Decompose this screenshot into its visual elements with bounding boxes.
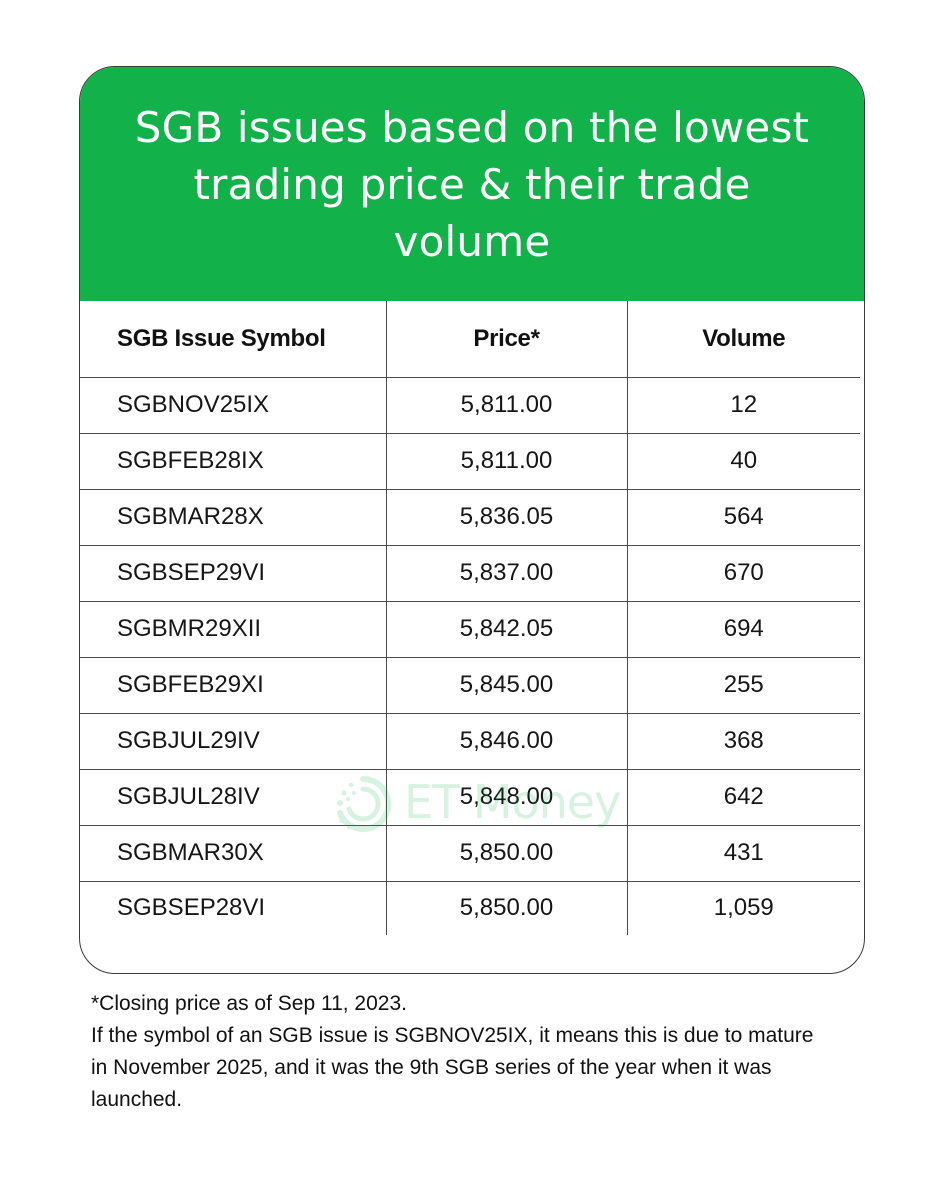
- cell-volume: 1,059: [713, 894, 774, 922]
- cell-price: 5,845.00: [385, 657, 628, 714]
- cell-symbol: SGBSEP28VI: [117, 894, 266, 922]
- card-title: SGB issues based on the lowest trading p…: [134, 102, 810, 266]
- cell-price: 5,811.00: [385, 433, 628, 490]
- cell-volume: 431: [627, 825, 860, 882]
- cell-price: 5,837.00: [385, 545, 628, 602]
- cell-symbol: SGBFEB29XI: [80, 657, 386, 714]
- cell-price: 5,842.05: [385, 601, 628, 658]
- cell-symbol: SGBMAR30X: [80, 825, 386, 882]
- cell-price: 5,811.00: [385, 377, 628, 434]
- table-row: SGBJUL28IV 5,848.00 642: [80, 769, 860, 826]
- cell-symbol: SGBJUL28IV: [80, 769, 386, 826]
- cell-volume: 642: [627, 769, 860, 826]
- table-row: SGBMAR28X 5,836.05 564: [80, 489, 860, 546]
- card-header: SGB issues based on the lowest trading p…: [80, 67, 864, 301]
- table-row: SGBFEB28IX 5,811.00 40: [80, 433, 860, 490]
- cell-volume: 368: [627, 713, 860, 770]
- cell-volume: 564: [627, 489, 860, 546]
- table-row: SGBMAR30X 5,850.00 431: [80, 825, 860, 882]
- sgb-table-card: SGB issues based on the lowest trading p…: [79, 66, 865, 974]
- cell-volume: 40: [627, 433, 860, 490]
- column-header-price: Price*: [385, 301, 628, 378]
- footnote-price-note: *Closing price as of Sep 11, 2023.: [91, 992, 407, 1015]
- table-row: SGBJUL29IV 5,846.00 368: [80, 713, 860, 770]
- table-row: SGBNOV25IX 5,811.00 12: [80, 377, 860, 434]
- cell-symbol: SGBMAR28X: [80, 489, 386, 546]
- cell-symbol: SGBMR29XII: [80, 601, 386, 658]
- column-header-symbol: SGB Issue Symbol: [80, 301, 386, 378]
- footnote-symbol-explanation: If the symbol of an SGB issue is SGBNOV2…: [91, 1024, 814, 1111]
- cell-volume: 12: [627, 377, 860, 434]
- table-header-row: SGB Issue Symbol Price* Volume: [80, 301, 860, 378]
- sgb-issues-table: SGB Issue Symbol Price* Volume SGBNOV25I…: [80, 301, 860, 935]
- cell-price: 5,846.00: [385, 713, 628, 770]
- table-row: SGBMR29XII 5,842.05 694: [80, 601, 860, 658]
- cell-symbol: SGBFEB28IX: [80, 433, 386, 490]
- cell-symbol: SGBSEP29VI: [80, 545, 386, 602]
- column-header-volume: Volume: [627, 301, 860, 378]
- cell-symbol: SGBJUL29IV: [80, 713, 386, 770]
- cell-price: 5,850.00: [385, 881, 628, 935]
- table-row: SGBFEB29XI 5,845.00 255: [80, 657, 860, 714]
- table-row: SGBSEP28VI 5,850.00 1,059: [80, 881, 860, 935]
- cell-price: 5,850.00: [385, 825, 628, 882]
- cell-symbol: SGBNOV25IX: [80, 377, 386, 434]
- cell-volume: 694: [627, 601, 860, 658]
- cell-volume: 670: [627, 545, 860, 602]
- cell-price: 5,848.00: [385, 769, 628, 826]
- cell-price: 5,836.05: [385, 489, 628, 546]
- table-row: SGBSEP29VI 5,837.00 670: [80, 545, 860, 602]
- footnote: *Closing price as of Sep 11, 2023. If th…: [91, 988, 831, 1116]
- cell-volume: 255: [627, 657, 860, 714]
